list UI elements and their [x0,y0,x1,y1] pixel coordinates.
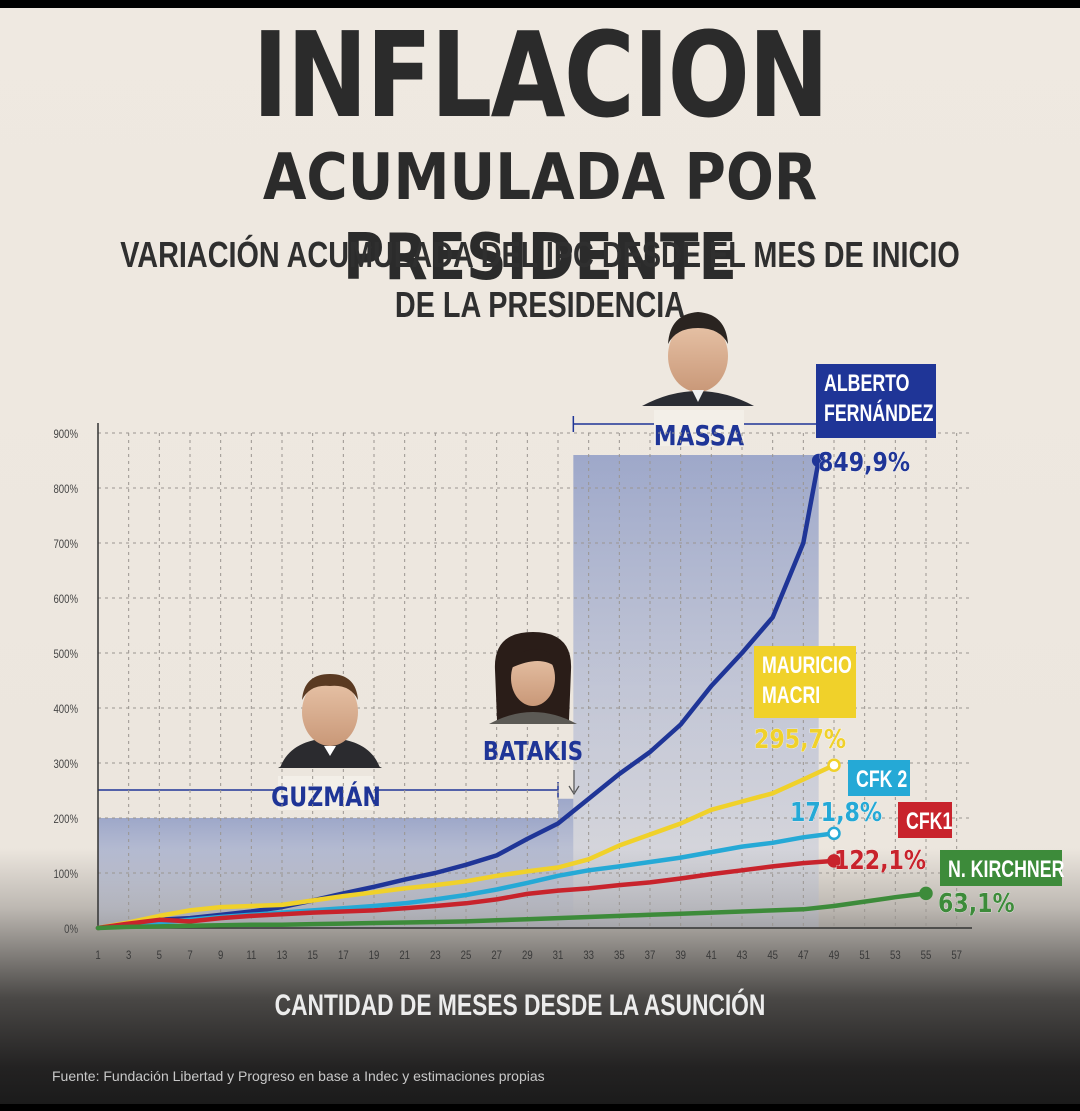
x-tick-label: 39 [675,949,686,962]
y-tick-label: 0% [64,923,78,936]
series-end-point [827,758,841,772]
x-tick-label: 31 [553,949,564,962]
x-tick-label: 27 [491,949,502,962]
portrait-guzman [278,674,382,768]
period-label: GUZMÁN [271,781,381,813]
series-name-label: N. KIRCHNER [948,857,1064,883]
x-tick-label: 49 [829,949,840,962]
chart-title: INFLACION [252,8,829,144]
x-tick-label: 11 [246,949,256,962]
x-tick-label: 19 [369,949,380,962]
series-end-point [827,826,841,841]
x-tick-label: 35 [614,949,625,962]
x-tick-label: 45 [767,949,778,962]
x-tick-label: 25 [461,949,472,962]
x-tick-label: 9 [218,949,223,962]
series-name-box [754,646,856,718]
series-name-label: ALBERTO FERNÁNDEZ [824,371,934,427]
x-tick-label: 33 [583,949,594,962]
series-end-value: 849,9% [818,447,910,477]
y-tick-label: 600% [53,593,78,606]
x-tick-label: 43 [737,949,748,962]
series-end-value: 122,1% [834,845,926,875]
portrait-massa [642,312,754,406]
series-name-box [898,802,952,838]
series-end-value: 295,7% [754,724,846,754]
x-tick-label: 37 [645,949,656,962]
source-note: Fuente: Fundación Libertad y Progreso en… [52,1068,545,1084]
chart-subtitle: VARIACIÓN ACUMULADA DEL IPC DESDE EL MES… [120,234,960,325]
series-line [95,762,837,931]
y-tick-label: 700% [53,538,78,551]
series-name-box [940,850,1062,886]
label-bg [654,410,744,446]
series-name-box [848,760,910,796]
series-end-value: 63,1% [938,888,1015,918]
series-name-label: CFK1 [906,809,953,835]
x-tick-label: 57 [951,949,962,962]
x-tick-label: 41 [706,949,717,962]
y-tick-label: 900% [53,428,78,441]
poster: INFLACION ACUMULADA POR PRESIDENTE VARIA… [0,8,1080,1104]
series-end-point [811,453,826,468]
y-tick-label: 300% [53,758,78,771]
x-tick-label: 47 [798,949,809,962]
y-tick-label: 100% [53,868,78,881]
x-axis-title: CANTIDAD DE MESES DESDE LA ASUNCIÓN [275,988,766,1022]
chart-series: ALBERTO FERNÁNDEZ 849,9% MAURICIO MACRI 295,7… [95,364,1064,931]
x-tick-label: 1 [95,949,100,962]
y-tick-label: 200% [53,813,78,826]
arrow-head [568,785,580,796]
series-end-value: 171,8% [790,797,882,827]
x-tick-label: 29 [522,949,533,962]
series-name-box [816,364,936,438]
series-name-label: CFK 2 [856,767,907,793]
y-tick-label: 500% [53,648,78,661]
x-tick-label: 23 [430,949,441,962]
period-label: MASSA [654,420,745,453]
x-tick-label: 17 [338,949,349,962]
period-label: BATAKIS [483,736,583,767]
x-tick-label: 13 [277,949,288,962]
x-tick-label: 3 [126,949,131,962]
x-tick-label: 5 [157,949,162,962]
series-line [95,858,837,931]
inflation-line-chart: GUZMÁN BATAKIS MASSA 0% 100% 200% 300% 400% 500… [53,312,1064,1022]
x-tick-label: 51 [859,949,870,962]
y-tick-label: 400% [53,703,78,716]
series-end-point [827,854,841,868]
x-tick-label: 53 [890,949,901,962]
series-line [95,891,929,931]
x-tick-label: 15 [307,949,318,962]
x-tick-label: 55 [921,949,932,962]
chart-axes: 0%100%200%300%400%500%600%700%800%900%1 3… [53,423,972,1022]
series-end-point [919,886,933,901]
x-tick-label: 21 [399,949,410,962]
chart-title-line2: ACUMULADA POR PRESIDENTE [262,141,818,295]
x-tick-label: 7 [187,949,192,962]
label-bg [278,776,374,810]
y-tick-label: 800% [53,483,78,496]
series-name-label: MAURICIO MACRI [762,653,852,709]
portrait-batakis [489,632,577,724]
